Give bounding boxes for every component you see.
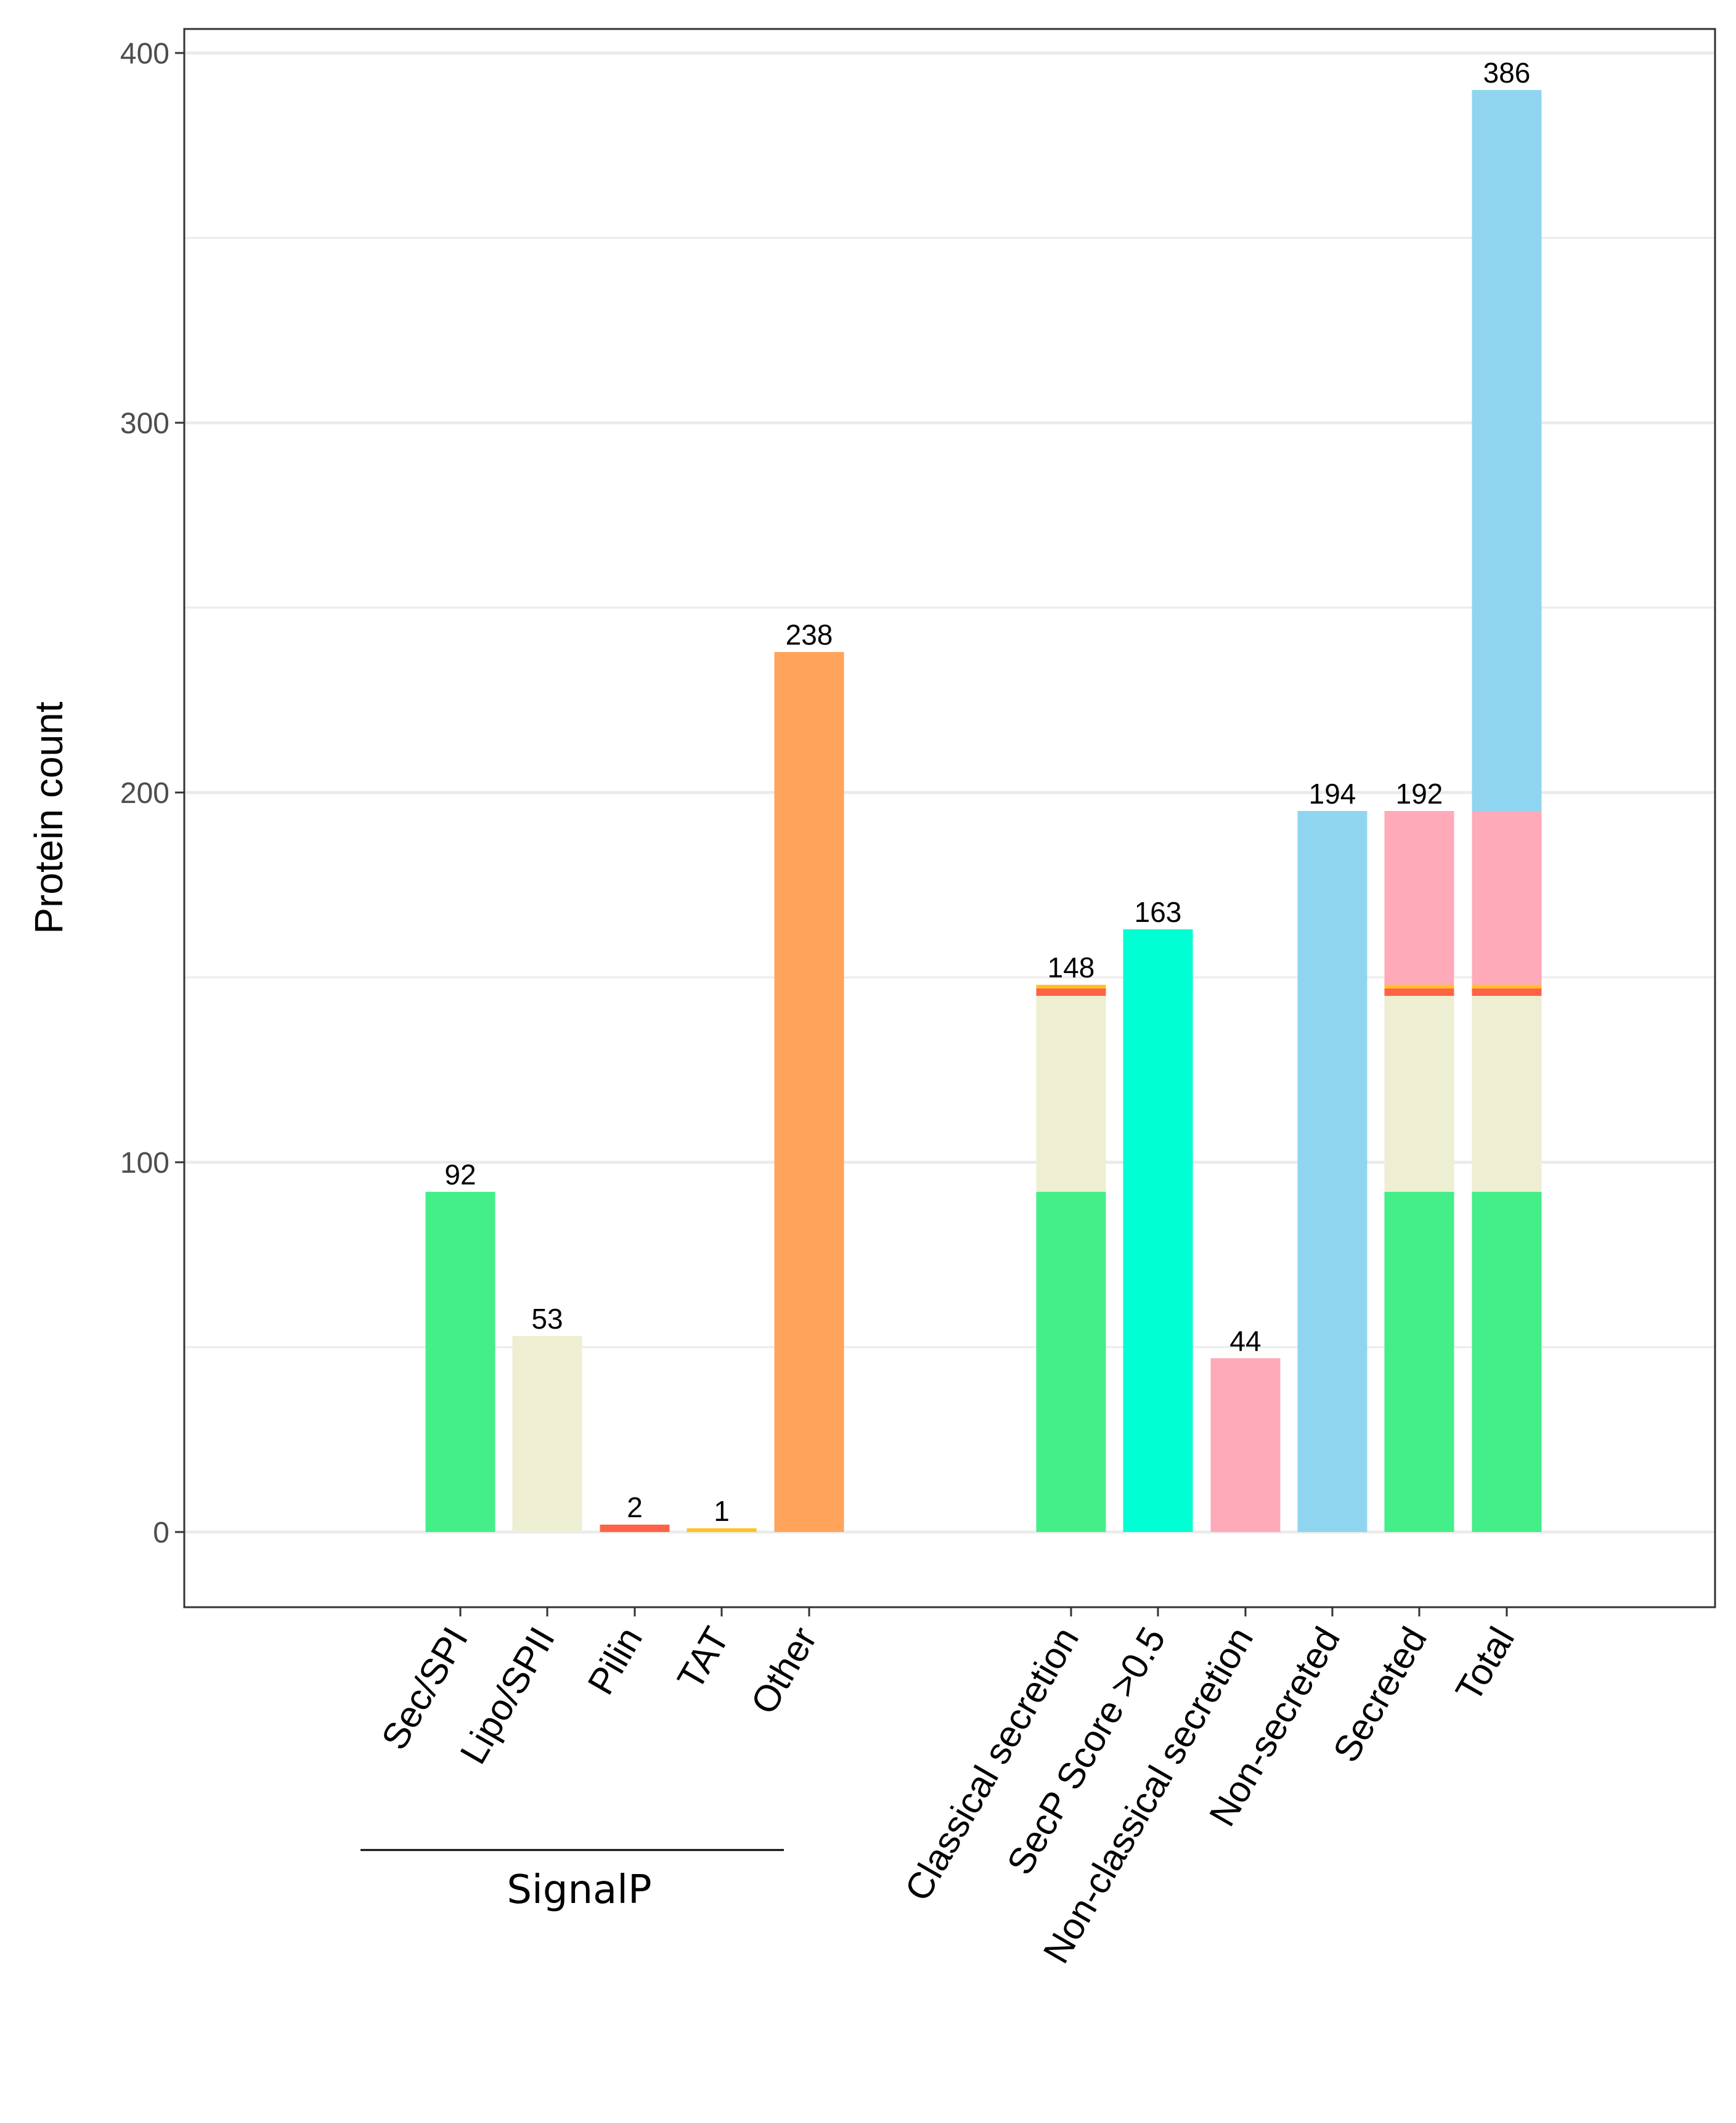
bar-segment: [1384, 988, 1454, 996]
bar-segment: [1210, 1358, 1281, 1532]
bar-value-label: 192: [1396, 778, 1443, 810]
x-tick-label: TAT: [669, 1620, 737, 1697]
bar-segment: [425, 1192, 495, 1532]
bar-value-label: 163: [1135, 896, 1182, 928]
y-tick-label: 0: [153, 1517, 169, 1549]
y-axis: 0 100 200 300 400: [120, 38, 184, 1549]
bar-segment: [1384, 996, 1454, 1192]
bar-segment: [1123, 929, 1193, 1532]
x-tick-label: Total: [1448, 1620, 1522, 1708]
plot-panel-border: [183, 28, 1716, 1608]
bar-segment: [1472, 985, 1542, 988]
bar-value-label: 1: [714, 1495, 730, 1527]
data-labels: 92 53 2 1 238 148 163 44 194 192 386: [444, 57, 1530, 1527]
x-tick-label: Other: [743, 1620, 825, 1721]
bar-segment: [774, 652, 844, 1532]
bar-value-label: 238: [786, 619, 833, 651]
bar-segment: [1472, 1192, 1542, 1532]
y-tick-label: 400: [120, 38, 169, 70]
bar-value-label: 194: [1309, 778, 1356, 810]
bar-segment: [512, 1336, 582, 1532]
signalp-group-label: SignalP: [507, 1867, 651, 1913]
x-tick-label: SecP Score >0.5: [999, 1620, 1173, 1881]
bar-segment: [1036, 988, 1106, 996]
bar-segment: [1472, 988, 1542, 996]
bar-segment: [1384, 985, 1454, 988]
bar-segment: [1472, 996, 1542, 1192]
y-tick-label: 100: [120, 1147, 169, 1180]
bar-value-label: 148: [1048, 951, 1095, 984]
bar-segment: [1297, 811, 1367, 1532]
bar-value-label: 92: [444, 1159, 476, 1191]
bar-segment: [1472, 90, 1542, 811]
bar-segment: [1036, 996, 1106, 1192]
bars: [425, 90, 1542, 1532]
bar-segment: [600, 1525, 670, 1532]
x-tick-label: Pilin: [580, 1620, 651, 1701]
y-axis-title: Protein count: [26, 701, 71, 934]
bar-segment: [1036, 985, 1106, 988]
bar-segment: [1384, 1192, 1454, 1532]
bar-segment: [1384, 811, 1454, 985]
bar-segment: [687, 1528, 757, 1532]
y-tick-label: 200: [120, 777, 169, 810]
bar-segment: [1036, 1192, 1106, 1532]
bar-segment: [1472, 811, 1542, 985]
bar-value-label: 2: [627, 1491, 643, 1523]
bar-value-label: 53: [531, 1303, 563, 1335]
bar-value-label: 386: [1483, 57, 1531, 89]
y-tick-label: 300: [120, 407, 169, 440]
bar-value-label: 44: [1229, 1325, 1261, 1357]
